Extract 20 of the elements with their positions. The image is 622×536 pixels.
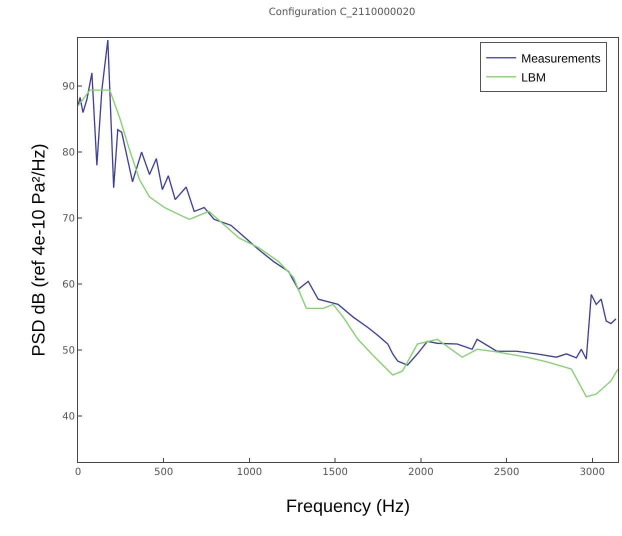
y-tick-label: 80 <box>62 148 75 159</box>
x-tick-label: 1000 <box>236 467 262 478</box>
y-tick-label: 50 <box>62 345 75 356</box>
x-tick-label: 2000 <box>408 467 434 478</box>
line-series <box>78 89 618 398</box>
y-tick-label: 90 <box>62 82 75 93</box>
x-tick-label: 1500 <box>322 467 348 478</box>
y-tick-label: 60 <box>62 279 75 290</box>
x-tick-label: 0 <box>74 467 82 478</box>
x-tick-label: 500 <box>154 467 174 478</box>
line-series <box>78 39 617 366</box>
y-tick-label: 40 <box>62 411 75 422</box>
chart-title: Configuration C_2110000020 <box>268 7 416 18</box>
x-axis-title: Frequency (Hz) <box>286 496 410 516</box>
legend-label: Measurements <box>521 51 601 66</box>
x-tick-label: 3000 <box>580 467 606 478</box>
y-axis-title: PSD dB (ref 4e-10 Pa²/Hz) <box>28 143 48 357</box>
legend-label: LBM <box>521 70 546 84</box>
x-tick-label: 2500 <box>494 467 520 478</box>
y-tick-label: 70 <box>62 214 75 225</box>
